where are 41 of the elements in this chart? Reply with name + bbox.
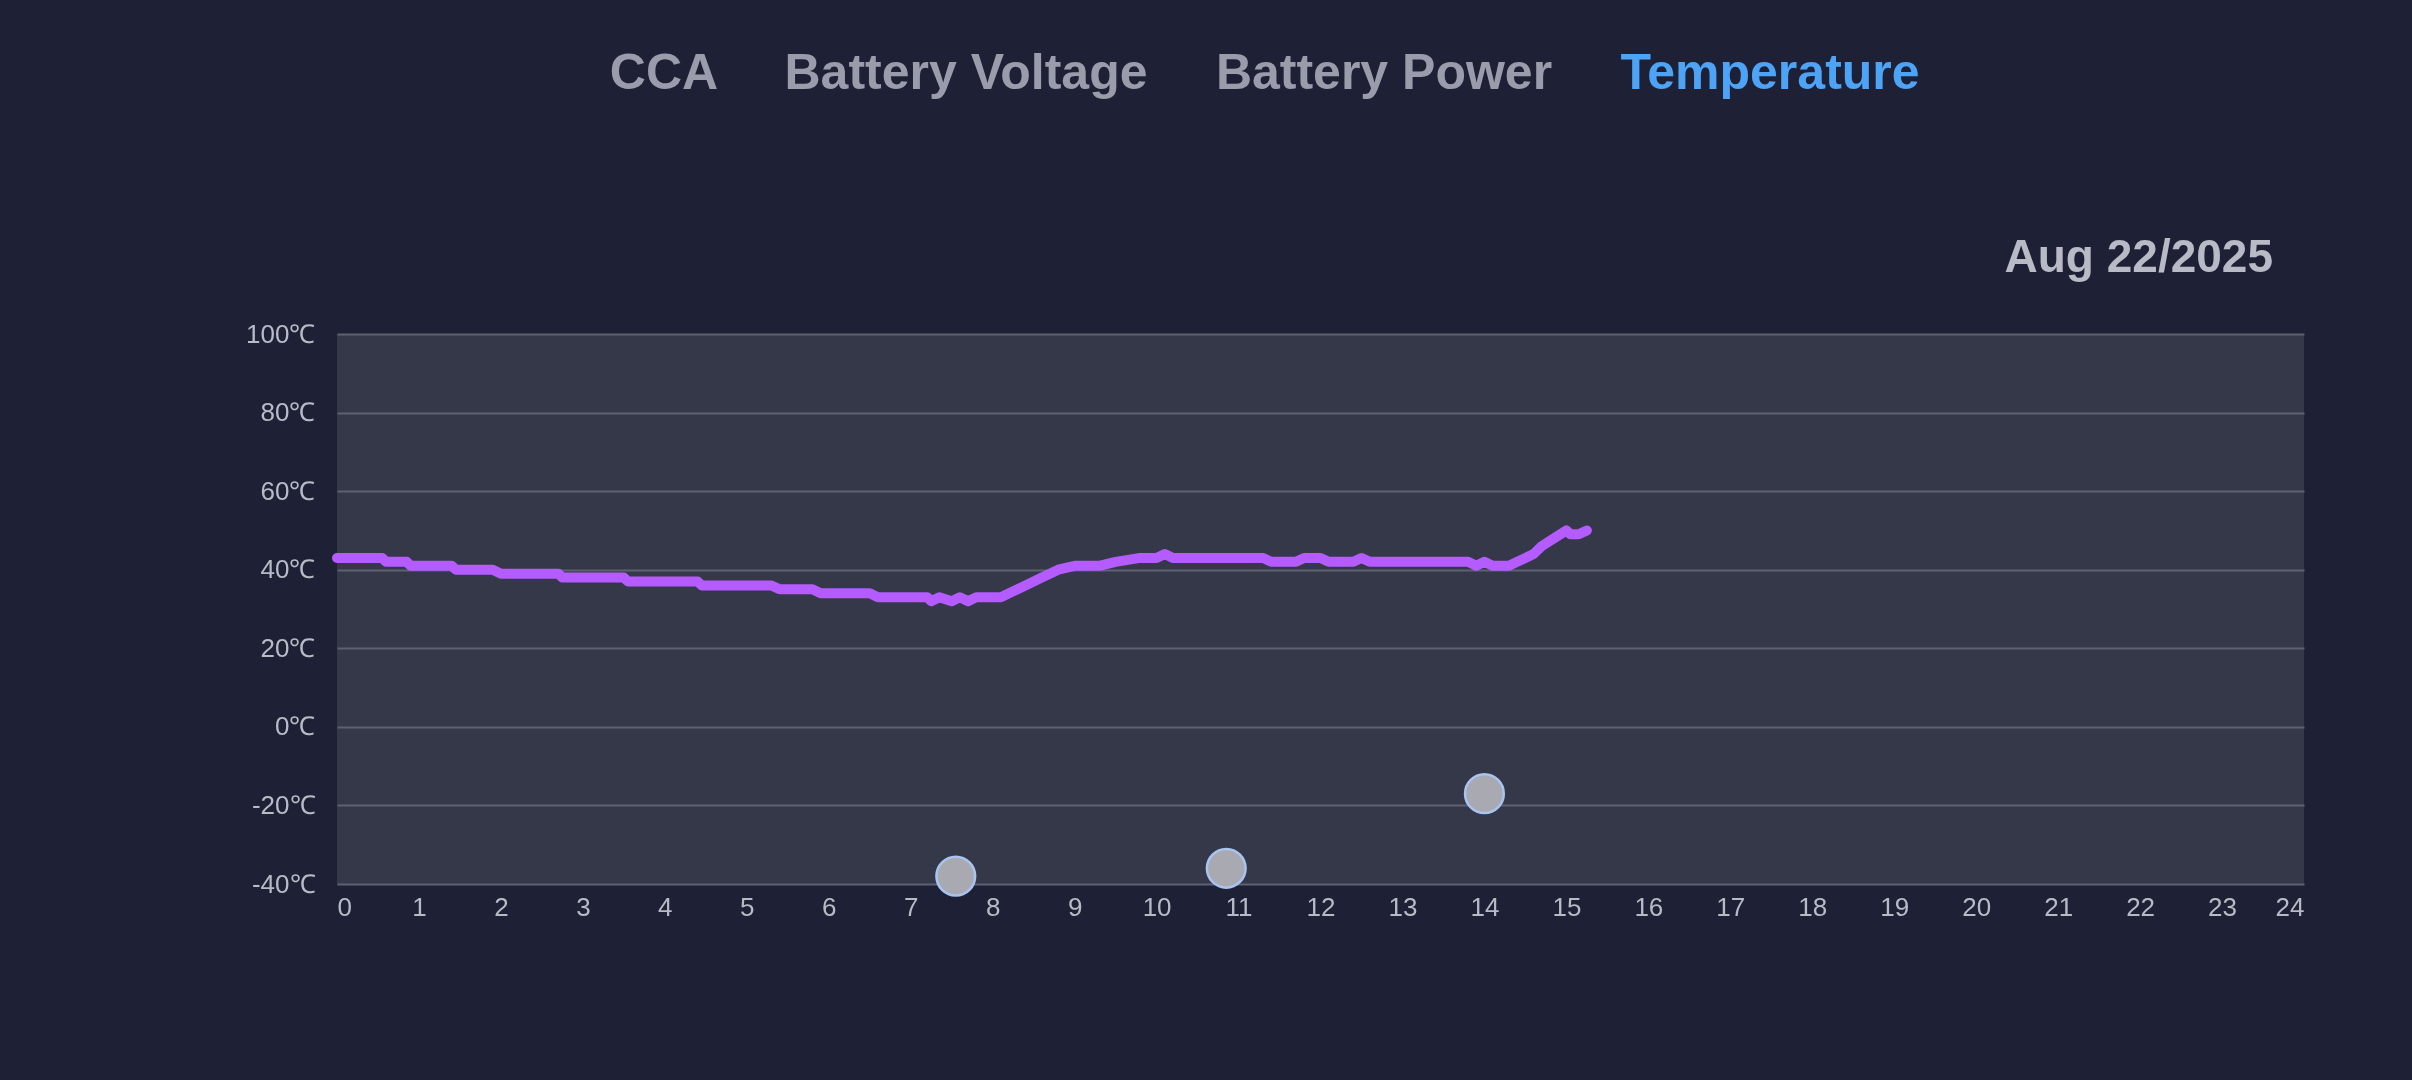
y-tick-label: 20℃ bbox=[260, 632, 316, 663]
x-tick-label: 11 bbox=[1225, 891, 1253, 922]
text: CCA bbox=[609, 44, 719, 100]
text: Temperature bbox=[1620, 44, 1920, 100]
y-tick-label: 80℃ bbox=[260, 397, 316, 428]
y-tick-label: -40℃ bbox=[251, 868, 316, 899]
x-tick-label: 14 bbox=[1470, 891, 1500, 922]
text: Battery Power bbox=[1215, 44, 1553, 100]
y-tick-label: 40℃ bbox=[260, 554, 316, 585]
x-tick-label: 23 bbox=[2208, 891, 2237, 922]
x-tick-label: 9 bbox=[1067, 891, 1083, 922]
point bbox=[935, 855, 977, 897]
x-tick-label: 5 bbox=[740, 891, 755, 922]
x-tick-label: 13 bbox=[1388, 891, 1418, 922]
y-tick-label: 100℃ bbox=[246, 318, 316, 349]
x-tick-label: 7 bbox=[903, 891, 919, 922]
x-tick-label: 19 bbox=[1880, 891, 1910, 922]
x-tick-label: 21 bbox=[2044, 891, 2074, 922]
point bbox=[1205, 847, 1247, 889]
x-tick-label: 3 bbox=[576, 891, 591, 922]
y-tick-label: 60℃ bbox=[260, 475, 316, 506]
x-tick-label: 8 bbox=[985, 891, 1001, 922]
x-tick-label: 17 bbox=[1716, 891, 1746, 922]
x-tick-label: 16 bbox=[1634, 891, 1664, 922]
x-tick-label: 20 bbox=[1962, 891, 1992, 922]
text: Battery Voltage bbox=[784, 44, 1148, 100]
x-tick-label: 6 bbox=[822, 891, 837, 922]
x-tick-label: 22 bbox=[2126, 891, 2156, 922]
x-tick-label: 15 bbox=[1552, 891, 1582, 922]
x-tick-label: 24 bbox=[2275, 891, 2305, 922]
x-tick-label: 2 bbox=[494, 891, 509, 922]
point bbox=[1463, 773, 1506, 815]
x-tick-label: 10 bbox=[1142, 891, 1172, 922]
y-tick-label: -20℃ bbox=[251, 789, 316, 820]
x-tick-label: 1 bbox=[412, 891, 427, 922]
x-tick-label: 0 bbox=[337, 891, 352, 922]
text: Aug 22/2025 bbox=[2004, 230, 2273, 282]
x-tick-label: 12 bbox=[1306, 891, 1336, 922]
y-tick-label: 0℃ bbox=[275, 711, 316, 742]
x-tick-label: 18 bbox=[1798, 891, 1828, 922]
x-tick-label: 4 bbox=[658, 891, 673, 922]
